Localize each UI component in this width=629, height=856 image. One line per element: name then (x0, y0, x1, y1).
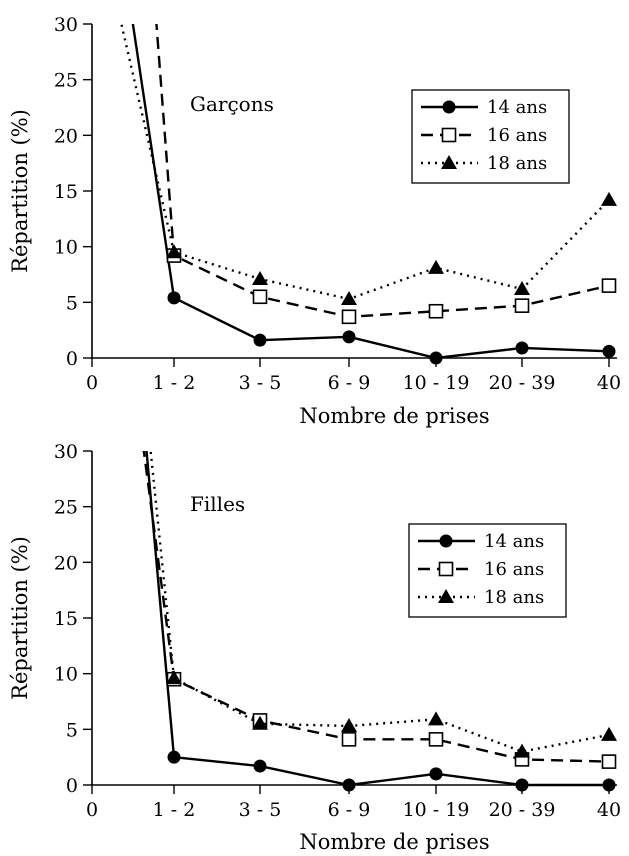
data-point (514, 743, 530, 758)
series-14-ans (131, 24, 616, 365)
legend-label: 16 ans (487, 125, 547, 146)
panel-label: Filles (190, 492, 245, 516)
data-point (515, 341, 529, 355)
data-point (167, 750, 181, 764)
x-tick-label: 40 (597, 799, 621, 821)
x-tick-label: 20 - 39 (489, 372, 556, 394)
legend-label: 18 ans (487, 153, 547, 174)
y-tick-label: 25 (54, 497, 78, 519)
data-point (252, 289, 268, 305)
data-point (602, 344, 616, 358)
data-point (253, 333, 267, 347)
panel-label: Garçons (190, 92, 274, 116)
y-tick-label: 15 (54, 181, 78, 203)
legend-box (408, 523, 567, 618)
data-point (429, 351, 443, 365)
y-axis-title: Répartition (%) (8, 109, 32, 273)
chart-panel-2: 0 5 10 15 20 25 30 0 1 - 2 3 - 5 6 - 9 10 - 19 20 - … (8, 441, 621, 854)
x-tick-label: 6 - 9 (328, 799, 371, 821)
y-tick-label: 0 (66, 348, 78, 370)
data-point (602, 778, 616, 792)
data-point (252, 715, 268, 730)
data-point (166, 670, 182, 685)
x-tick-label: 0 (86, 799, 98, 821)
y-tick-label: 25 (54, 70, 78, 92)
legend-box (411, 89, 570, 184)
series-14-ans (145, 451, 616, 792)
y-tick-label: 30 (54, 14, 78, 36)
y-tick-label: 10 (54, 664, 78, 686)
legend-label: 16 ans (484, 559, 544, 580)
data-point (428, 732, 444, 747)
data-point (166, 244, 182, 259)
x-tick-label: 10 - 19 (403, 372, 470, 394)
data-point (167, 291, 181, 305)
legend-marker (438, 561, 454, 577)
x-tick-label: 6 - 9 (328, 372, 371, 394)
legend-marker (439, 534, 453, 548)
x-tick-label: 1 - 2 (153, 799, 196, 821)
data-point (428, 711, 444, 726)
data-point (514, 280, 530, 295)
y-tick-label: 10 (54, 237, 78, 259)
chart-panel-1: 0 5 10 15 20 25 30 0 1 - 2 3 - 5 6 - 9 10 - 19 20 - … (8, 14, 621, 428)
data-point (341, 717, 357, 732)
data-point (341, 309, 357, 325)
legend-label: 14 ans (484, 531, 544, 552)
data-point (428, 303, 444, 319)
y-tick-label: 20 (54, 552, 78, 574)
x-tick-label: 3 - 5 (239, 372, 282, 394)
data-point (601, 278, 617, 293)
y-tick-label: 0 (66, 775, 78, 797)
x-tick-label: 40 (597, 372, 621, 394)
data-point (253, 759, 267, 773)
data-point (601, 726, 617, 741)
y-tick-label: 5 (66, 292, 78, 314)
x-tick-label: 3 - 5 (239, 799, 282, 821)
legend: 14 ans 16 ans 18 ans (408, 523, 567, 618)
y-tick-label: 30 (54, 441, 78, 463)
data-point (429, 767, 443, 781)
legend: 14 ans 16 ans 18 ans (411, 89, 570, 184)
x-tick-label: 10 - 19 (403, 799, 470, 821)
legend-label: 14 ans (487, 97, 547, 118)
x-axis-title: Nombre de prises (299, 404, 489, 428)
data-point (252, 270, 268, 285)
legend-marker (438, 589, 454, 603)
data-point (601, 754, 617, 769)
data-point (515, 778, 529, 792)
data-point (342, 778, 356, 792)
x-axis-title: Nombre de prises (299, 830, 489, 854)
legend-marker (441, 155, 457, 169)
series-18-ans (149, 451, 617, 758)
x-tick-label: 0 (86, 372, 98, 394)
data-point (428, 259, 444, 274)
data-point (341, 290, 357, 305)
x-tick-label: 1 - 2 (153, 372, 196, 394)
y-tick-label: 5 (66, 719, 78, 741)
series-line (131, 24, 610, 360)
y-tick-label: 20 (54, 125, 78, 147)
data-point (342, 330, 356, 344)
x-tick-label: 20 - 39 (489, 799, 556, 821)
legend-marker (442, 100, 456, 114)
legend-label: 18 ans (484, 587, 544, 608)
data-point (341, 732, 357, 747)
data-point (514, 298, 530, 313)
data-point (601, 191, 617, 206)
legend-marker (441, 127, 457, 143)
y-tick-label: 15 (54, 608, 78, 630)
y-axis-title: Répartition (%) (8, 536, 32, 700)
series-18-ans (120, 24, 617, 305)
